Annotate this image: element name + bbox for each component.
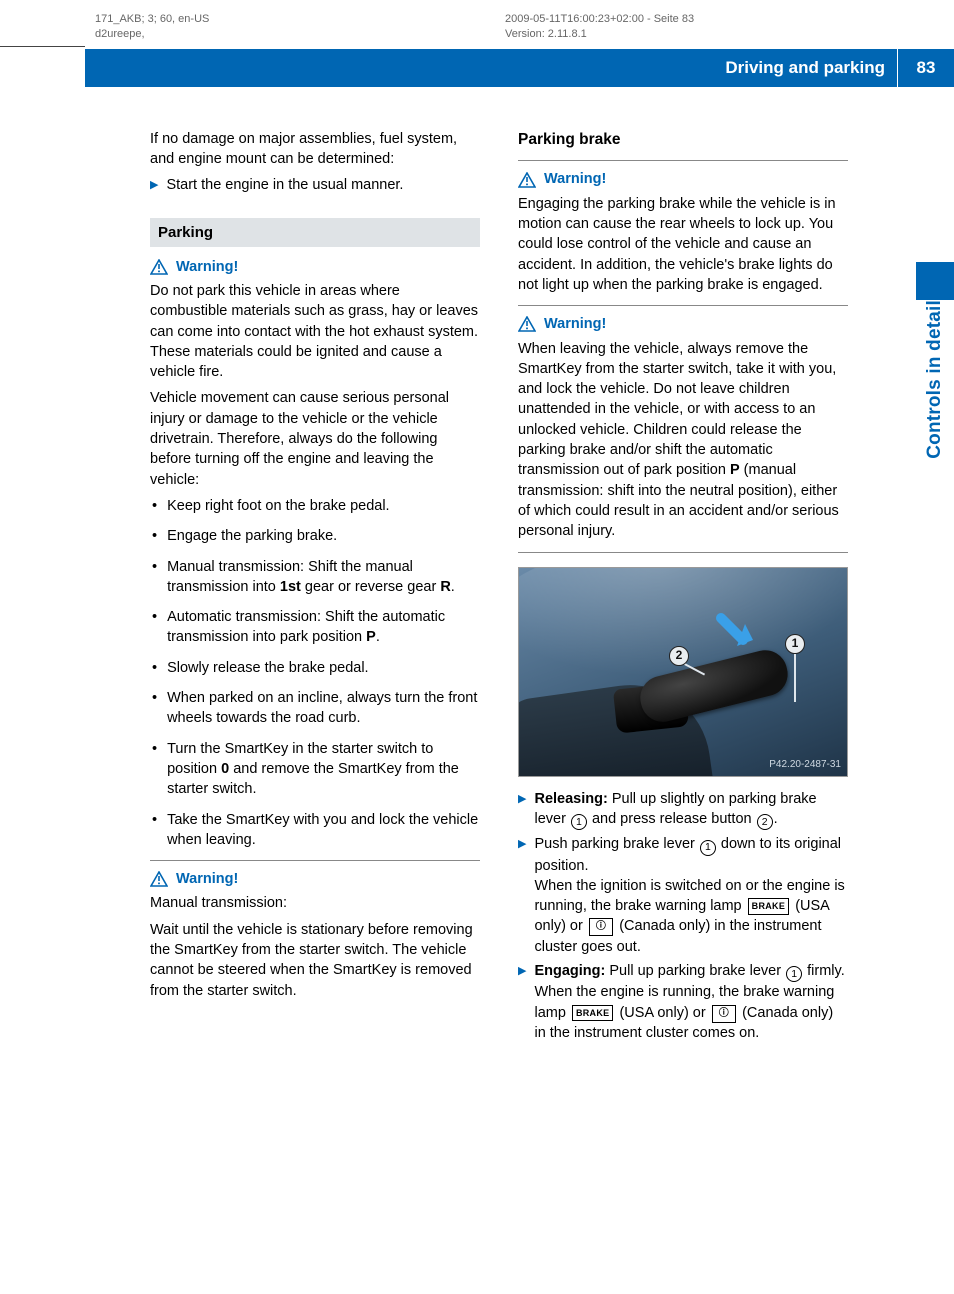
list-item: When parked on an incline, always turn t…	[150, 688, 480, 729]
warning-icon	[518, 172, 536, 188]
triangle-icon: ▶	[518, 961, 534, 1043]
warning-title: Warning!	[176, 257, 238, 277]
meta-right-1: 2009-05-11T16:00:23+02:00 - Seite 83	[505, 12, 954, 27]
chapter-title: Driving and parking	[725, 49, 898, 87]
divider	[518, 160, 848, 161]
para-intro: If no damage on major assemblies, fuel s…	[150, 129, 480, 170]
warning-title: Warning!	[544, 314, 606, 334]
warn1-p1: Do not park this vehicle in areas where …	[150, 281, 480, 382]
ref-1-icon: 1	[571, 814, 587, 830]
thumb-tab: Controls in detail	[916, 262, 954, 492]
list-item: Turn the SmartKey in the starter switch …	[150, 739, 480, 800]
step-start-engine: ▶ Start the engine in the usual manner.	[150, 175, 480, 195]
left-column: If no damage on major assemblies, fuel s…	[150, 129, 480, 1047]
list-item: Take the SmartKey with you and lock the …	[150, 810, 480, 851]
thumb-tab-marker	[916, 262, 954, 300]
ref-2-icon: 2	[757, 814, 773, 830]
parking-checklist: Keep right foot on the brake pedal. Enga…	[150, 496, 480, 850]
brake-lamp-usa-icon: BRAKE	[748, 898, 790, 915]
section-parking: Parking	[150, 218, 480, 247]
warn3-body: Engaging the parking brake while the veh…	[518, 194, 848, 295]
list-item: Automatic transmission: Shift the automa…	[150, 607, 480, 648]
thumb-tab-label: Controls in detail	[916, 300, 949, 467]
warning-title: Warning!	[544, 169, 606, 189]
warn2-p2: Wait until the vehicle is stationary bef…	[150, 920, 480, 1001]
warning-title: Warning!	[176, 869, 238, 889]
warning-icon	[518, 316, 536, 332]
list-item: Slowly release the brake pedal.	[150, 658, 480, 678]
right-column: Parking brake Warning! Engaging the park…	[518, 129, 848, 1047]
step-engaging: ▶ Engaging: Pull up parking brake lever …	[518, 961, 848, 1043]
brake-lamp-canada-icon: ⓘ	[712, 1005, 736, 1023]
meta-left-2: d2ureepe,	[95, 27, 505, 42]
divider	[518, 305, 848, 306]
step-text: Push parking brake lever 1 down to its o…	[534, 834, 848, 957]
warning-header-2: Warning!	[150, 869, 480, 889]
subhead-parking-brake: Parking brake	[518, 129, 848, 151]
meta-right-2: Version: 2.11.8.1	[505, 27, 954, 42]
divider	[518, 552, 848, 553]
figure-caption: P42.20-2487-31	[769, 758, 841, 772]
warn4-body: When leaving the vehicle, always remove …	[518, 339, 848, 542]
brake-lamp-canada-icon: ⓘ	[589, 918, 613, 936]
warning-icon	[150, 259, 168, 275]
step-text: Start the engine in the usual manner.	[166, 175, 480, 195]
warning-header-4: Warning!	[518, 314, 848, 334]
divider	[150, 860, 480, 861]
warning-header-3: Warning!	[518, 169, 848, 189]
list-item: Keep right foot on the brake pedal.	[150, 496, 480, 516]
figure-parking-brake: 1 2 P42.20-2487-31	[518, 567, 848, 777]
brake-lamp-usa-icon: BRAKE	[572, 1005, 614, 1022]
warn1-p2: Vehicle movement can cause serious perso…	[150, 388, 480, 489]
page-number: 83	[898, 56, 954, 80]
step-text: Releasing: Pull up slightly on parking b…	[534, 789, 848, 831]
ref-1-icon: 1	[786, 966, 802, 982]
step-push-down: ▶ Push parking brake lever 1 down to its…	[518, 834, 848, 957]
list-item: Engage the parking brake.	[150, 526, 480, 546]
triangle-icon: ▶	[150, 175, 166, 195]
step-text: Engaging: Pull up parking brake lever 1 …	[534, 961, 848, 1043]
callout-1: 1	[785, 634, 805, 654]
warning-icon	[150, 871, 168, 887]
triangle-icon: ▶	[518, 834, 534, 957]
list-item: Manual transmission: Shift the manual tr…	[150, 557, 480, 598]
arrow-icon	[715, 612, 759, 656]
step-releasing: ▶ Releasing: Pull up slightly on parking…	[518, 789, 848, 831]
print-metadata: 171_AKB; 3; 60, en-US d2ureepe, 2009-05-…	[0, 0, 954, 47]
trim-line	[0, 46, 85, 47]
meta-left-1: 171_AKB; 3; 60, en-US	[95, 12, 505, 27]
chapter-header: Driving and parking 83	[85, 49, 954, 87]
warn2-p1: Manual transmission:	[150, 893, 480, 913]
triangle-icon: ▶	[518, 789, 534, 831]
ref-1-icon: 1	[700, 840, 716, 856]
warning-header-1: Warning!	[150, 257, 480, 277]
callout-2: 2	[669, 646, 689, 666]
